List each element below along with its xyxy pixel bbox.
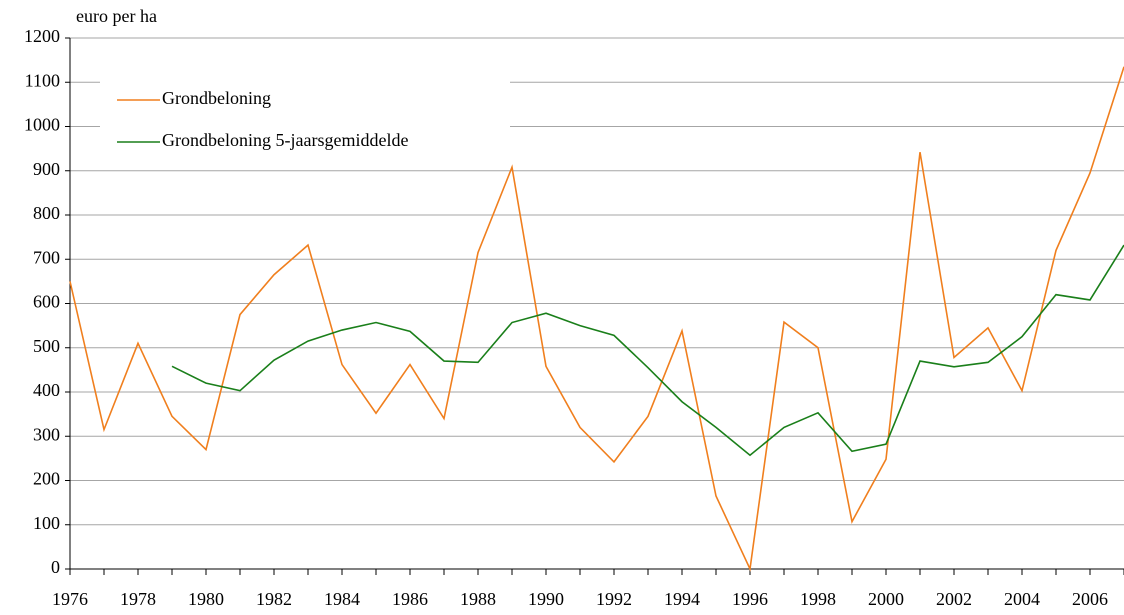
x-tick-label: 1996 <box>732 589 768 609</box>
y-tick-label: 100 <box>33 513 60 533</box>
y-tick-label: 900 <box>33 159 60 179</box>
x-tick-label: 2004 <box>1004 589 1040 609</box>
y-tick-label: 800 <box>33 203 60 223</box>
x-tick-label: 1994 <box>664 589 700 609</box>
y-tick-label: 200 <box>33 469 60 489</box>
y-tick-label: 0 <box>51 557 60 577</box>
y-tick-label: 1200 <box>24 26 60 46</box>
x-tick-label: 2006 <box>1072 589 1108 609</box>
y-tick-label: 1100 <box>25 70 60 90</box>
x-tick-label: 2000 <box>868 589 904 609</box>
legend-box <box>100 68 510 168</box>
series-line <box>171 244 1124 457</box>
x-tick-label: 1978 <box>120 589 156 609</box>
y-tick-label: 400 <box>33 380 60 400</box>
x-tick-label: 1990 <box>528 589 564 609</box>
legend-label: Grondbeloning 5-jaarsgemiddelde <box>162 130 408 150</box>
x-tick-label: 1992 <box>596 589 632 609</box>
y-axis-label: euro per ha <box>76 6 157 26</box>
x-tick-label: 1976 <box>52 589 88 609</box>
x-tick-label: 1982 <box>256 589 292 609</box>
x-tick-label: 1980 <box>188 589 224 609</box>
x-tick-label: 1988 <box>460 589 496 609</box>
y-tick-label: 1000 <box>24 115 60 135</box>
y-tick-label: 600 <box>33 292 60 312</box>
x-tick-label: 1986 <box>392 589 428 609</box>
y-tick-label: 700 <box>33 247 60 267</box>
y-tick-label: 500 <box>33 336 60 356</box>
legend-label: Grondbeloning <box>162 88 271 108</box>
y-tick-label: 300 <box>33 424 60 444</box>
series-line <box>69 66 1124 572</box>
x-tick-label: 2002 <box>936 589 972 609</box>
x-tick-label: 1998 <box>800 589 836 609</box>
x-tick-label: 1984 <box>324 589 360 609</box>
